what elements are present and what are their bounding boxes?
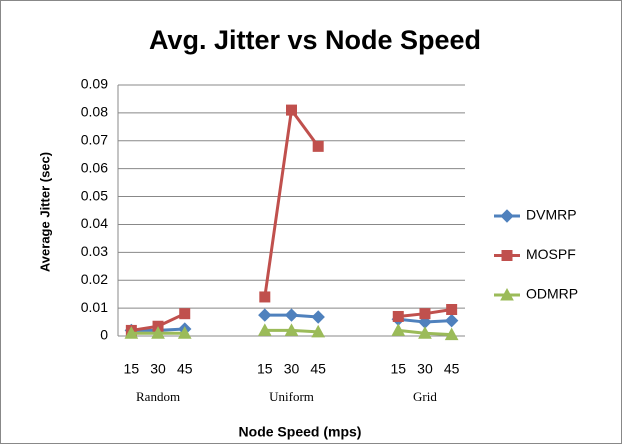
x-tick-label: 15 xyxy=(124,361,140,377)
y-tick-label: 0.09 xyxy=(81,76,108,92)
x-tick-label: 30 xyxy=(150,361,166,377)
x-tick-label: 15 xyxy=(257,361,273,377)
data-point xyxy=(391,323,406,336)
y-tick-label: 0.04 xyxy=(81,215,108,231)
y-tick-label: 0.01 xyxy=(81,299,108,315)
data-point xyxy=(419,308,431,320)
data-point xyxy=(259,291,271,303)
y-tick-label: 0 xyxy=(100,327,108,343)
data-point xyxy=(418,326,432,339)
data-point xyxy=(179,308,191,320)
data-point xyxy=(444,313,459,328)
group-label: Uniform xyxy=(269,389,314,404)
data-point xyxy=(312,140,324,152)
data-point xyxy=(257,323,272,336)
y-tick-label: 0.02 xyxy=(81,271,108,287)
legend-label: MOSPF xyxy=(526,246,576,262)
chart-title: Avg. Jitter vs Node Speed xyxy=(149,25,481,55)
y-tick-label: 0.03 xyxy=(81,243,108,259)
group-label: Grid xyxy=(413,389,437,404)
legend-marker xyxy=(500,287,514,301)
data-point xyxy=(258,308,272,322)
data-point xyxy=(151,326,165,339)
data-point xyxy=(284,308,299,322)
data-point xyxy=(446,304,458,316)
legend-marker xyxy=(501,250,513,261)
data-point xyxy=(286,104,297,116)
legend-label: ODMRP xyxy=(526,286,578,302)
data-point xyxy=(392,310,404,322)
data-point xyxy=(311,310,325,324)
x-axis-title: Node Speed (mps) xyxy=(239,424,362,440)
y-tick-label: 0.07 xyxy=(81,131,108,147)
y-tick-label: 0.08 xyxy=(81,104,108,120)
group-label: Random xyxy=(136,389,180,404)
data-point xyxy=(124,326,139,339)
x-tick-label: 30 xyxy=(417,361,433,377)
y-tick-label: 0.06 xyxy=(81,159,108,175)
y-axis-title: Average Jitter (sec) xyxy=(37,152,52,272)
data-point xyxy=(177,326,192,339)
legend-marker xyxy=(500,209,514,223)
data-point xyxy=(311,324,326,338)
x-tick-label: 30 xyxy=(284,361,300,377)
x-tick-label: 15 xyxy=(390,361,406,377)
x-tick-label: 45 xyxy=(310,361,326,377)
x-tick-label: 45 xyxy=(444,361,460,377)
x-tick-label: 45 xyxy=(177,361,193,377)
legend-label: DVMRP xyxy=(526,207,577,223)
y-tick-label: 0.05 xyxy=(81,187,108,203)
data-point xyxy=(444,327,459,341)
data-point xyxy=(284,323,299,336)
